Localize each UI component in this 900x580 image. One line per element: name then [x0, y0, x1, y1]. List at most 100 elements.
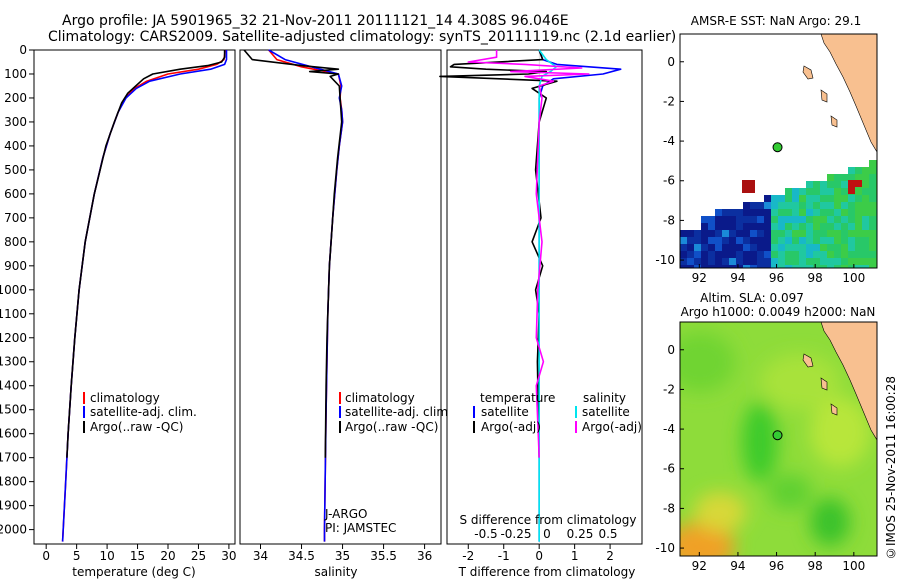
sst-cell — [757, 265, 764, 268]
sst-cell — [757, 230, 764, 237]
sst-cell — [743, 244, 750, 251]
sst-cell — [869, 237, 876, 244]
sst-cell — [792, 195, 799, 202]
depth-tick-label: 1100 — [0, 307, 27, 321]
sst-cell — [827, 237, 834, 244]
sst-cell-hot — [848, 180, 855, 187]
sst-cell — [855, 188, 862, 195]
sst-cell — [813, 223, 820, 230]
sst-cell — [785, 188, 792, 195]
sst-cell — [841, 174, 848, 181]
sst-cell — [701, 251, 708, 258]
sst-cell — [729, 209, 736, 216]
sst-cell — [785, 258, 792, 265]
sst-cell — [806, 181, 813, 188]
x-tick-label: 15 — [130, 549, 145, 563]
depth-tick-label: 1300 — [0, 355, 27, 369]
sst-cell — [841, 230, 848, 237]
sst-cell — [827, 209, 834, 216]
sst-cell — [855, 209, 862, 216]
sst-cell — [855, 216, 862, 223]
sst-cell — [841, 258, 848, 265]
sst-map-frame — [679, 33, 878, 269]
sst-cell — [757, 223, 764, 230]
island-3 — [830, 115, 838, 128]
sst-data-cells — [680, 160, 877, 268]
sst-cell — [687, 237, 694, 244]
sst-cell — [806, 202, 813, 209]
annotation-pi: PI: JAMSTEC — [325, 521, 396, 535]
sst-cell — [715, 209, 722, 216]
sst-cell — [680, 237, 687, 244]
sst-cell — [764, 230, 771, 237]
sst-cell — [813, 188, 820, 195]
map-x-tick-label: 100 — [842, 271, 865, 285]
sst-cell — [750, 223, 757, 230]
sst-cell — [799, 216, 806, 223]
depth-tick-label: 1700 — [0, 451, 27, 465]
sst-cell — [834, 195, 841, 202]
sst-cell — [757, 244, 764, 251]
sst-cell — [778, 216, 785, 223]
sst-cell — [813, 265, 820, 268]
sst-cell — [736, 237, 743, 244]
temperature-panel: 0100200300400500600700800900100011001200… — [0, 43, 237, 579]
sst-cell — [855, 167, 862, 174]
s-tick-label: -0.5 — [474, 527, 497, 541]
sst-cell — [834, 202, 841, 209]
sst-cell — [806, 223, 813, 230]
depth-tick-label: 100 — [4, 67, 27, 81]
sst-cell — [869, 223, 876, 230]
sst-cell — [736, 230, 743, 237]
depth-tick-label: 700 — [4, 211, 27, 225]
sst-cell — [701, 265, 708, 268]
sst-cell — [792, 237, 799, 244]
sst-cell — [785, 244, 792, 251]
sst-cell — [743, 237, 750, 244]
sst-cell — [764, 216, 771, 223]
sst-cell — [820, 230, 827, 237]
sst-cell — [820, 237, 827, 244]
sst-cell — [701, 223, 708, 230]
map-y-tick-label: -8 — [663, 501, 675, 515]
sst-cell — [736, 209, 743, 216]
depth-tick-label: 1600 — [0, 427, 27, 441]
sst-cell — [806, 230, 813, 237]
x-tick-label: -2 — [462, 549, 474, 563]
sst-cell — [841, 223, 848, 230]
sst-cell — [855, 230, 862, 237]
sst-cell — [827, 181, 834, 188]
sst-cell — [813, 230, 820, 237]
sst-cell — [778, 237, 785, 244]
difference-x-axis: -2 -1 0 1 2 — [462, 544, 614, 563]
sst-cell-hot — [855, 180, 862, 187]
sst-cell — [862, 265, 869, 268]
sst-cell — [694, 244, 701, 251]
depth-tick-label: 0 — [19, 43, 27, 57]
x-tick-label: 0 — [535, 549, 543, 563]
depth-tick-label: 1500 — [0, 403, 27, 417]
x-tick-label: 10 — [99, 549, 114, 563]
x-tick-label: 5 — [73, 549, 81, 563]
legend-header-temperature: temperature — [480, 391, 555, 405]
sst-cell — [736, 244, 743, 251]
map-x-tick-label: 96 — [769, 559, 784, 573]
sst-cell — [687, 265, 694, 268]
sst-cell — [827, 188, 834, 195]
sst-cell — [792, 223, 799, 230]
sst-cell — [806, 244, 813, 251]
sst-cell — [785, 237, 792, 244]
sst-cell — [806, 258, 813, 265]
sst-cell — [841, 251, 848, 258]
x-tick-label: 0 — [42, 549, 50, 563]
sst-cell — [771, 202, 778, 209]
sst-cell — [862, 209, 869, 216]
sst-cell — [715, 251, 722, 258]
sst-cell — [729, 265, 736, 268]
sst-cell — [827, 216, 834, 223]
sst-map-panel: AMSR-E SST: NaN Argo: 29.1 92 94 96 98 100 0 -… — [655, 14, 878, 285]
sst-cell — [848, 216, 855, 223]
sst-cell — [813, 258, 820, 265]
sst-cell — [827, 195, 834, 202]
